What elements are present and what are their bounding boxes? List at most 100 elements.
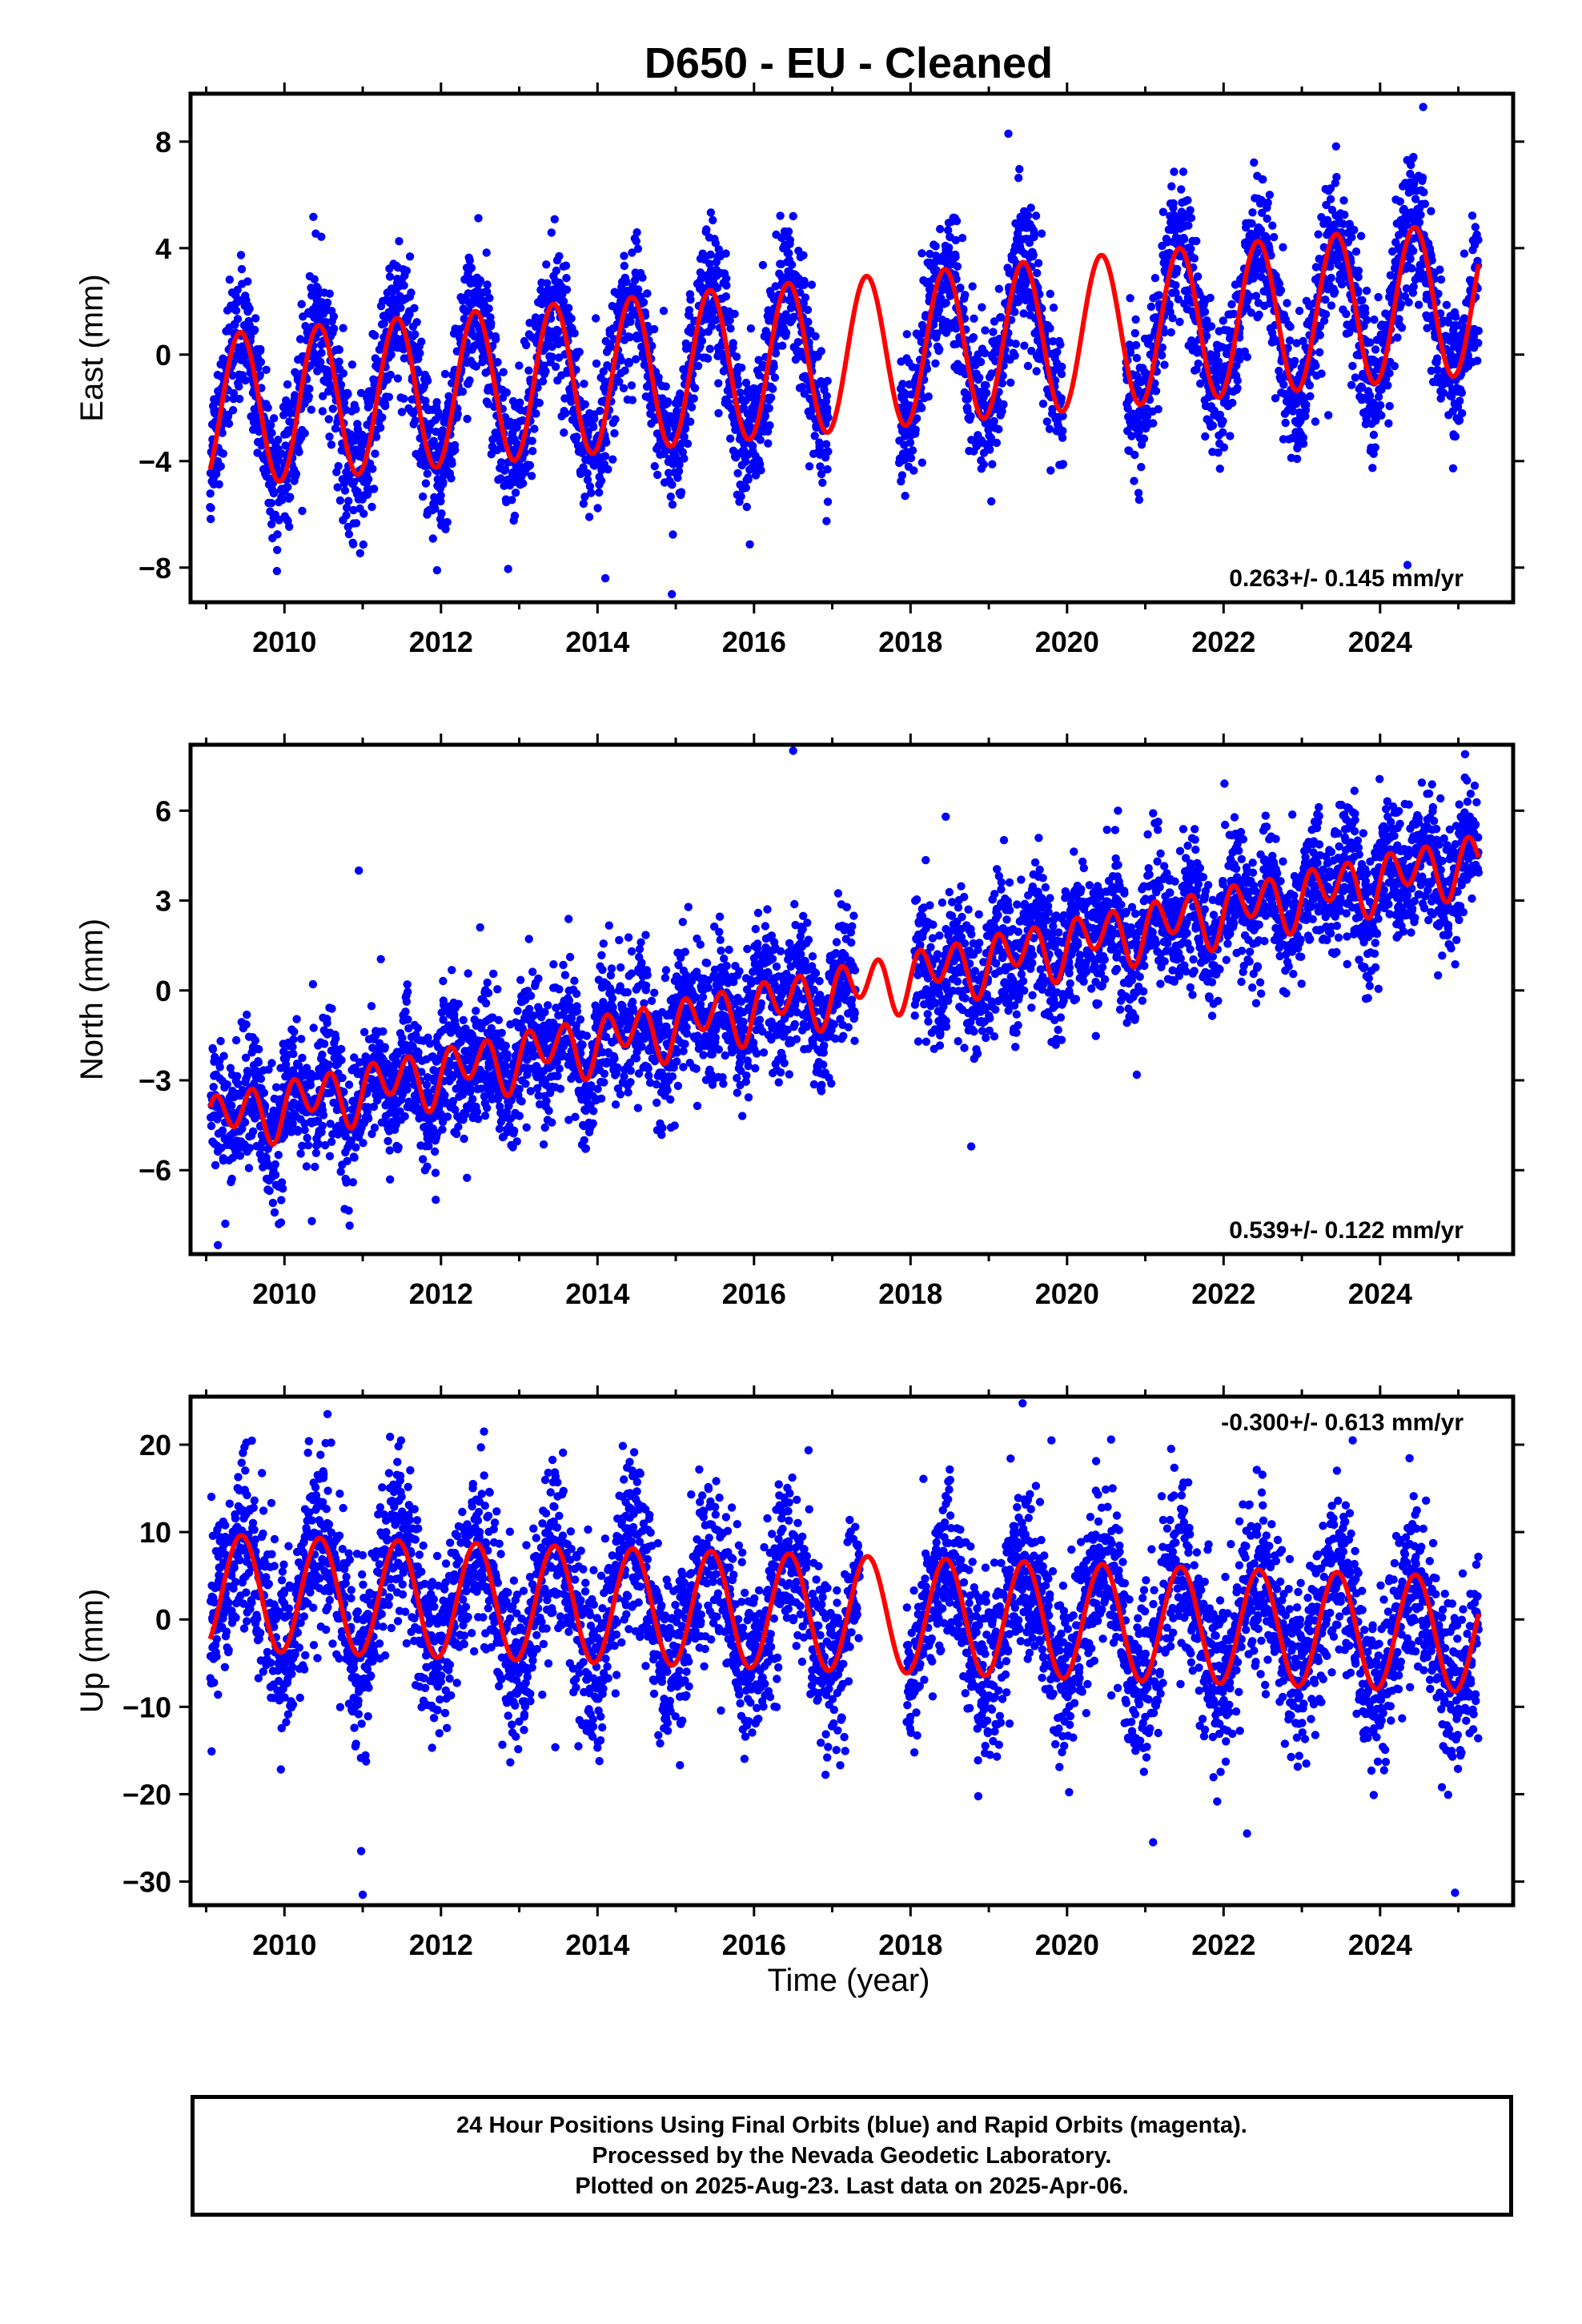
east-point xyxy=(548,352,556,361)
east-point xyxy=(1468,211,1477,220)
east-point xyxy=(741,483,750,493)
x-tick-label: 2016 xyxy=(722,625,786,658)
east-point xyxy=(323,298,332,308)
east-point xyxy=(821,440,831,448)
east-point xyxy=(1371,345,1380,354)
east-point xyxy=(1154,291,1164,300)
east-point xyxy=(1374,392,1383,401)
east-point xyxy=(1146,302,1156,312)
east-point xyxy=(453,410,462,419)
east-point xyxy=(329,324,339,333)
east-point xyxy=(1358,296,1367,305)
east-point xyxy=(447,474,456,483)
east-point xyxy=(351,404,360,414)
east-point xyxy=(787,260,797,269)
east-point xyxy=(295,335,305,344)
east-daily-points xyxy=(206,103,1484,599)
east-point xyxy=(474,214,483,223)
east-point xyxy=(448,459,456,468)
north-point xyxy=(338,1073,347,1083)
east-point xyxy=(476,275,485,285)
east-outlier-point xyxy=(668,589,677,599)
east-point xyxy=(1361,308,1370,317)
east-point xyxy=(1311,417,1320,426)
east-point xyxy=(1219,416,1227,425)
east-point xyxy=(451,445,460,455)
east-point xyxy=(339,324,347,332)
east-point xyxy=(561,261,571,270)
east-point xyxy=(677,439,686,448)
north-point xyxy=(297,1035,306,1043)
east-point xyxy=(1131,315,1140,324)
east-point xyxy=(595,488,604,497)
east-point xyxy=(467,263,476,272)
east-point xyxy=(482,248,491,257)
east-point xyxy=(707,322,716,331)
east-point xyxy=(602,438,611,447)
east-point xyxy=(1139,434,1149,443)
east-point xyxy=(769,363,778,372)
east-point xyxy=(680,454,689,463)
east-point xyxy=(1474,339,1483,348)
east-point xyxy=(693,361,703,371)
east-point xyxy=(963,395,973,404)
east-point xyxy=(737,364,746,372)
east-point xyxy=(599,367,608,376)
east-point xyxy=(1183,195,1192,205)
east-point xyxy=(824,447,833,456)
east-point xyxy=(1200,308,1210,316)
east-point xyxy=(496,474,505,483)
east-point xyxy=(668,480,677,489)
east-point xyxy=(690,384,700,392)
east-point xyxy=(1390,362,1399,371)
east-point xyxy=(924,392,934,401)
east-point xyxy=(1326,195,1335,203)
east-point xyxy=(1315,331,1325,340)
east-point xyxy=(371,449,379,458)
east-point xyxy=(228,406,238,415)
east-point xyxy=(1029,251,1038,259)
east-point xyxy=(1151,387,1161,396)
east-point xyxy=(570,328,579,338)
east-point xyxy=(1409,247,1418,255)
east-point xyxy=(1457,388,1467,397)
east-point xyxy=(673,473,682,482)
east-point xyxy=(610,428,619,438)
east-point xyxy=(561,408,570,418)
east-point xyxy=(1471,223,1480,231)
east-point xyxy=(632,237,640,246)
east-point xyxy=(440,369,450,379)
east-point xyxy=(1179,235,1189,243)
north-point xyxy=(359,1139,367,1148)
north-point xyxy=(259,1088,269,1097)
east-point xyxy=(1377,411,1386,420)
east-point xyxy=(625,332,635,342)
east-point xyxy=(417,337,426,346)
east-point xyxy=(281,441,290,450)
east-point xyxy=(1201,432,1210,441)
east-point xyxy=(580,400,589,409)
east-point xyxy=(270,414,279,423)
east-point xyxy=(1306,392,1315,400)
north-point xyxy=(271,1170,280,1180)
east-point xyxy=(742,502,751,512)
east-point xyxy=(492,335,500,344)
east-point xyxy=(661,382,670,391)
north-point xyxy=(243,1010,251,1019)
east-point xyxy=(297,300,306,308)
east-point xyxy=(1339,196,1348,205)
east-point xyxy=(961,291,970,300)
east-point xyxy=(324,387,333,396)
east-point xyxy=(1317,369,1326,378)
east-point xyxy=(1058,362,1066,372)
east-point xyxy=(251,314,260,323)
east-point xyxy=(501,465,510,474)
east-point xyxy=(702,225,711,234)
east-point xyxy=(349,505,358,515)
x-tick-label: 2024 xyxy=(1348,625,1412,658)
east-point xyxy=(339,398,349,408)
north-point xyxy=(325,1152,335,1160)
east-point xyxy=(689,394,698,403)
east-point xyxy=(317,348,326,357)
north-point xyxy=(311,1148,321,1158)
